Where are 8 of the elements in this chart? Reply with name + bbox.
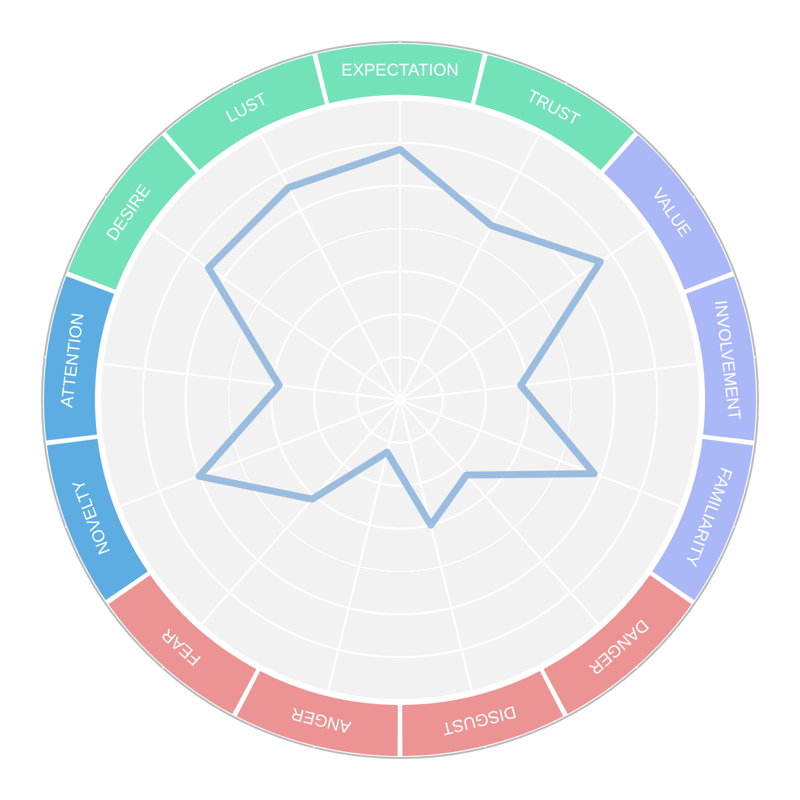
category-tab: EXPECTATION bbox=[317, 44, 483, 104]
spoke-label: INVOLVEMENT bbox=[710, 299, 744, 422]
category-tab: ATTENTION bbox=[44, 276, 114, 440]
spoke-label: EXPECTATION bbox=[341, 60, 459, 80]
category-tab: INVOLVEMENT bbox=[686, 276, 756, 440]
category-tab: ANGER bbox=[236, 671, 398, 756]
spoke-label: ATTENTION bbox=[57, 312, 88, 409]
spoke-label: ANGER bbox=[289, 704, 353, 737]
